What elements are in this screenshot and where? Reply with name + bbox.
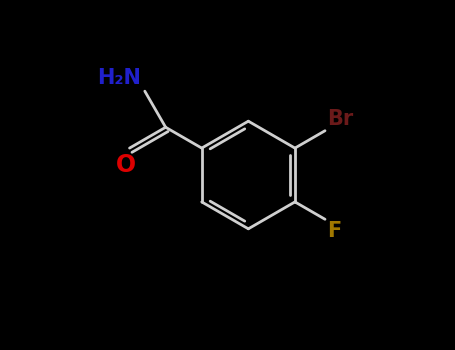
Text: O: O: [116, 153, 136, 177]
Text: H₂N: H₂N: [97, 68, 142, 88]
Text: Br: Br: [327, 109, 353, 129]
Text: F: F: [327, 221, 341, 241]
